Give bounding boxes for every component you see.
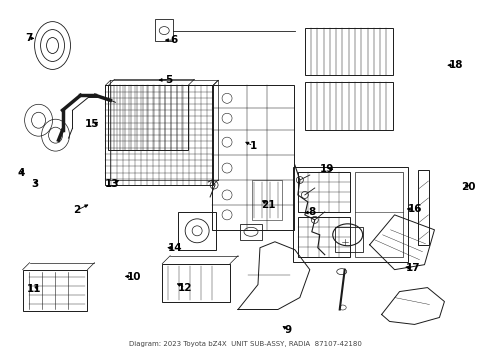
Text: 8: 8 — [309, 207, 316, 217]
Text: 21: 21 — [261, 200, 276, 210]
Text: 13: 13 — [105, 179, 120, 189]
Bar — [252, 180, 282, 220]
Text: 6: 6 — [171, 35, 178, 45]
Text: 2: 2 — [73, 206, 80, 216]
Text: 16: 16 — [408, 204, 422, 215]
Bar — [417, 170, 429, 245]
Text: 14: 14 — [168, 243, 183, 253]
Text: 17: 17 — [406, 263, 421, 273]
Text: 3: 3 — [31, 179, 39, 189]
Bar — [212, 85, 294, 230]
Text: Diagram: 2023 Toyota bZ4X  UNIT SUB-ASSY, RADIA  87107-42180: Diagram: 2023 Toyota bZ4X UNIT SUB-ASSY,… — [128, 341, 362, 347]
Text: 5: 5 — [166, 75, 173, 85]
Bar — [240, 224, 262, 240]
Text: 9: 9 — [284, 325, 292, 335]
Bar — [298, 172, 350, 212]
Bar — [298, 217, 350, 257]
Text: 12: 12 — [178, 283, 193, 293]
Bar — [23, 270, 87, 311]
Text: 11: 11 — [26, 284, 41, 294]
Text: 7: 7 — [25, 33, 33, 43]
Bar — [108, 85, 188, 150]
Text: 15: 15 — [85, 120, 100, 129]
Text: 1: 1 — [250, 141, 257, 151]
Text: 10: 10 — [126, 272, 141, 282]
Bar — [162, 264, 230, 302]
Text: 18: 18 — [449, 60, 464, 70]
Bar — [178, 212, 216, 250]
Bar — [293, 167, 408, 262]
Bar — [355, 172, 403, 257]
Bar — [335, 227, 363, 252]
Bar — [305, 82, 392, 130]
Text: 19: 19 — [320, 164, 334, 174]
Text: 4: 4 — [18, 168, 25, 178]
Bar — [305, 28, 392, 75]
Bar — [105, 85, 213, 185]
Text: 20: 20 — [462, 182, 476, 192]
Bar — [155, 19, 173, 41]
